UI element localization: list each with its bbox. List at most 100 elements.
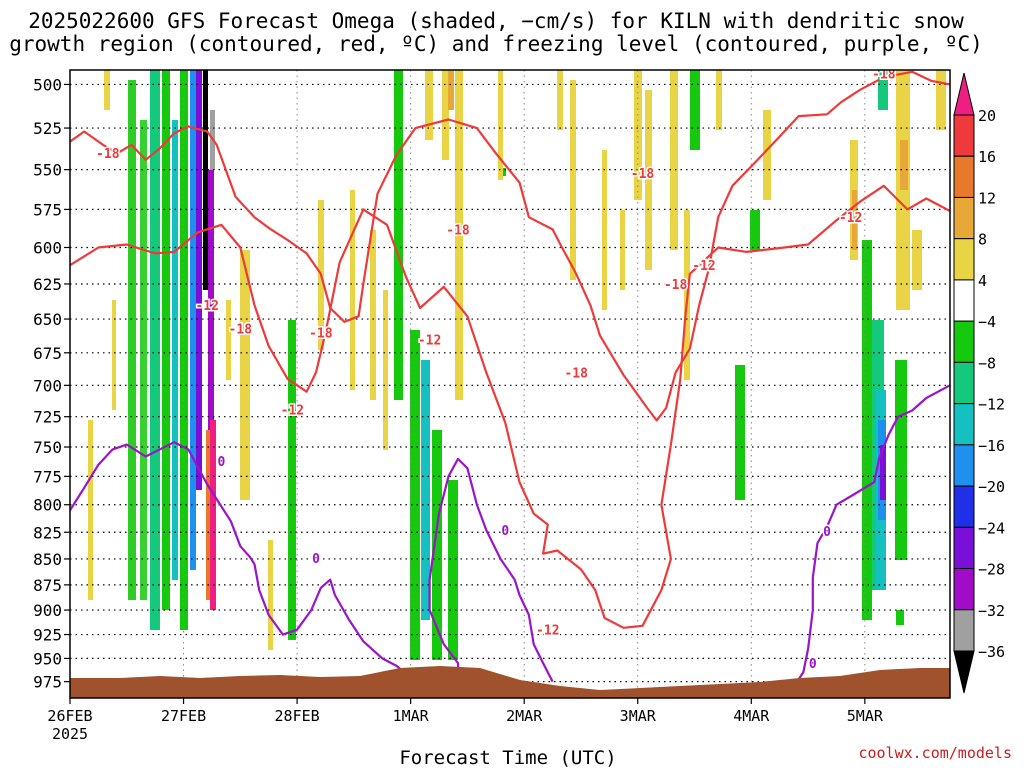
omega-shade-rising-green [162, 70, 170, 610]
colorbar-swatch [953, 238, 975, 281]
omega-shade-rising-purple [880, 445, 886, 500]
freezing-level-contour-line [792, 384, 950, 687]
omega-shade-sinking-yellow [634, 70, 642, 200]
omega-shade-rising-green [394, 70, 403, 400]
omega-colorbar: 20 16 12 8 4 −4 −8 −12 −16 −20 −24 −28 −32 −36 [953, 72, 1005, 694]
dgz-contour-label: -18 [446, 223, 470, 238]
colorbar-label: 20 [978, 107, 996, 125]
colorbar-swatch [953, 279, 975, 322]
y-tick-label: 850 [33, 550, 62, 569]
y-tick-label: 925 [33, 626, 62, 645]
colorbar-label: −12 [978, 396, 1005, 414]
omega-shade-rising-green [410, 330, 420, 660]
plot-frame [69, 69, 951, 699]
dgz-contour-label: -18 [872, 68, 896, 83]
omega-shade-rising-green [862, 240, 872, 620]
colorbar-swatch [953, 155, 975, 198]
omega-shade-rising-black [203, 70, 208, 290]
omega-shade-sinking-yellow [268, 540, 273, 650]
omega-shade-sinking-yellow [442, 70, 449, 160]
omega-shade-sinking-yellow [383, 290, 388, 450]
source-credit: coolwx.com/models [858, 744, 1012, 762]
x-tick-label: 26FEB [47, 707, 92, 725]
x-tick-label: 3MAR [620, 707, 657, 725]
colorbar-label: −36 [978, 643, 1005, 661]
omega-shade-sinking-yellow [645, 90, 652, 270]
omega-shade-rising-green [288, 320, 296, 640]
colorbar-swatch [953, 114, 975, 157]
x-tick-label: 28FEB [275, 707, 320, 725]
y-tick-label: 800 [33, 496, 62, 515]
colorbar-swatch [953, 485, 975, 528]
x-tick-label: 1MAR [393, 707, 430, 725]
omega-shade-rising-green [895, 360, 907, 560]
omega-shade-sinking-yellow [570, 80, 576, 280]
y-tick-label: 700 [33, 376, 62, 395]
colorbar-swatch [953, 320, 975, 363]
y-tick-label: 775 [33, 467, 62, 486]
omega-shade-sinking-yellow [602, 150, 607, 310]
dgz-contour-label: -18 [309, 327, 333, 342]
omega-shade-sinking-yellow [455, 70, 463, 400]
omega-shade-rising-teal [421, 360, 430, 620]
omega-shade-sinking-yellow [226, 300, 231, 380]
y-tick-label: 550 [33, 161, 62, 180]
omega-shade-sinking-magenta [210, 420, 216, 610]
dgz-contour-label: -18 [564, 367, 588, 382]
omega-shade-sinking-yellow [936, 70, 946, 130]
colorbar-swatch [953, 403, 975, 446]
colorbar-bottom-arrow [953, 650, 975, 694]
y-tick-label: 675 [33, 344, 62, 363]
freezing-level-contour-label: 0 [809, 657, 817, 672]
colorbar-label: 4 [978, 272, 987, 290]
colorbar-swatch [953, 609, 975, 652]
x-tick-label: 27FEB [161, 707, 206, 725]
y-tick-label: 750 [33, 438, 62, 457]
omega-shade-rising-teal [172, 120, 178, 580]
omega-shade-sinking-orange [852, 190, 857, 250]
x-axis-label: Forecast Time (UTC) [399, 747, 616, 768]
omega-shade-rising-purple [196, 70, 202, 490]
chart-title-line-2: growth region (contoured, red, ºC) and f… [9, 32, 983, 56]
y-tick-label: 525 [33, 119, 62, 138]
colorbar-label: 12 [978, 189, 996, 207]
y-tick-label: 600 [33, 238, 62, 257]
freezing-level-contour-label: 0 [312, 552, 320, 567]
dgz-contour-label: -12 [536, 624, 559, 639]
y-tick-label: 725 [33, 408, 62, 427]
omega-shade-sinking-orange [448, 70, 454, 110]
y-tick-label: 500 [33, 75, 62, 94]
omega-shade-rising-blue [190, 70, 196, 570]
omega-shade-rising-green [140, 120, 147, 600]
dgz-contour-label: -18 [229, 323, 253, 338]
omega-shade-sinking-yellow [670, 70, 678, 250]
omega-shade-rising-green [896, 610, 904, 625]
omega-shade-sinking-yellow [620, 210, 625, 290]
colorbar-label: −20 [978, 478, 1005, 496]
omega-shade-sinking-orange [206, 430, 210, 600]
colorbar-swatch [953, 196, 975, 240]
freezing-level-contour-label: 0 [501, 524, 509, 539]
y-tick-label: 650 [33, 310, 62, 329]
dgz-contour-label: -12 [418, 333, 441, 348]
colorbar-swatch [953, 568, 975, 611]
y-axis: 500 525 550 575 600 625 650 675 700 725 750 775 800 8… [33, 75, 70, 692]
chart-title-line-1: 2025022600 GFS Forecast Omega (shaded, −… [28, 9, 964, 33]
freezing-level-contour-line [70, 441, 417, 683]
omega-shade-rising-green [432, 430, 442, 660]
omega-shade-rising-green [503, 168, 506, 176]
dgz-contour-label: -12 [195, 299, 218, 314]
freezing-level-contour-label: 0 [217, 455, 225, 470]
temperature-contours [70, 70, 950, 687]
omega-shade-sinking-yellow [240, 250, 250, 500]
omega-shade-rising-teal [878, 70, 888, 110]
omega-shade-rising-green [750, 210, 760, 250]
freezing-level-contour-line [428, 457, 554, 683]
freezing-level-contour-label: 0 [823, 525, 831, 540]
y-tick-label: 975 [33, 673, 62, 692]
x-tick-label: 2025 [52, 725, 88, 743]
colorbar-label: −8 [978, 354, 996, 372]
colorbar-swatch [953, 361, 975, 405]
colorbar-label: −24 [978, 519, 1005, 537]
